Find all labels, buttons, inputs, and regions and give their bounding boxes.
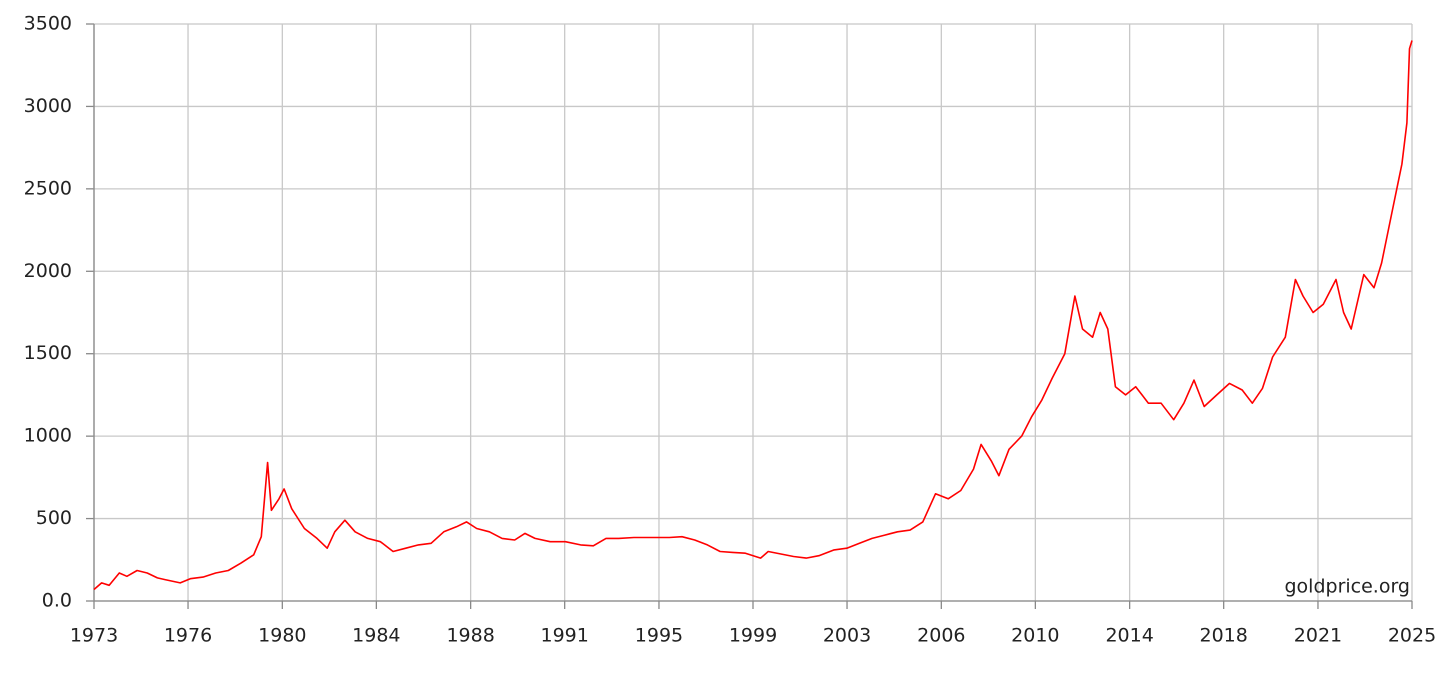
y-tick-label: 3000 xyxy=(24,95,72,117)
watermark: goldprice.org xyxy=(1284,576,1410,598)
x-tick-label: 2018 xyxy=(1199,625,1247,647)
price-line xyxy=(93,40,1413,591)
x-tick-label: 2006 xyxy=(917,625,965,647)
x-tick-label: 2014 xyxy=(1105,625,1153,647)
x-tick-label: 1995 xyxy=(635,625,683,647)
x-tick-label: 1976 xyxy=(164,625,212,647)
x-tick-label: 2010 xyxy=(1011,625,1059,647)
y-tick-label: 1000 xyxy=(24,425,72,447)
x-tick-label: 2025 xyxy=(1388,625,1436,647)
y-tick-label: 500 xyxy=(36,507,72,529)
x-tick-label: 2003 xyxy=(823,625,871,647)
x-tick-label: 1999 xyxy=(729,625,777,647)
y-tick-label: 1500 xyxy=(24,342,72,364)
x-tick-label: 1973 xyxy=(70,625,118,647)
x-tick-label: 2021 xyxy=(1294,625,1342,647)
x-tick-label: 1984 xyxy=(352,625,400,647)
x-tick-label: 1980 xyxy=(258,625,306,647)
x-tick-label: 1988 xyxy=(446,625,494,647)
y-tick-label: 3500 xyxy=(24,13,72,35)
y-tick-label: 2000 xyxy=(24,260,72,282)
y-tick-label: 2500 xyxy=(24,177,72,199)
y-tick-label: 0.0 xyxy=(42,590,72,612)
x-tick-label: 1991 xyxy=(540,625,588,647)
